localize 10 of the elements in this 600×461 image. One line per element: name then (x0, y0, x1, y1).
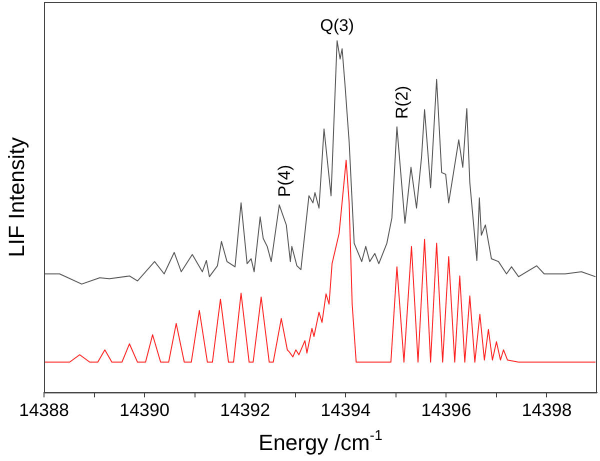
annotation: R(2) (392, 86, 412, 119)
x-tick-label: 14388 (18, 400, 70, 420)
x-tick-label: 14396 (421, 400, 472, 420)
annotation: P(4) (274, 164, 294, 197)
x-tick-label: 14394 (320, 400, 371, 420)
x-tick-label: 14392 (220, 400, 270, 420)
x-tick-label: 14390 (120, 400, 170, 420)
annotation: Q(3) (320, 16, 354, 35)
x-tick-label: 14398 (522, 400, 572, 420)
y-axis-title: LIF Intensity (4, 137, 29, 258)
